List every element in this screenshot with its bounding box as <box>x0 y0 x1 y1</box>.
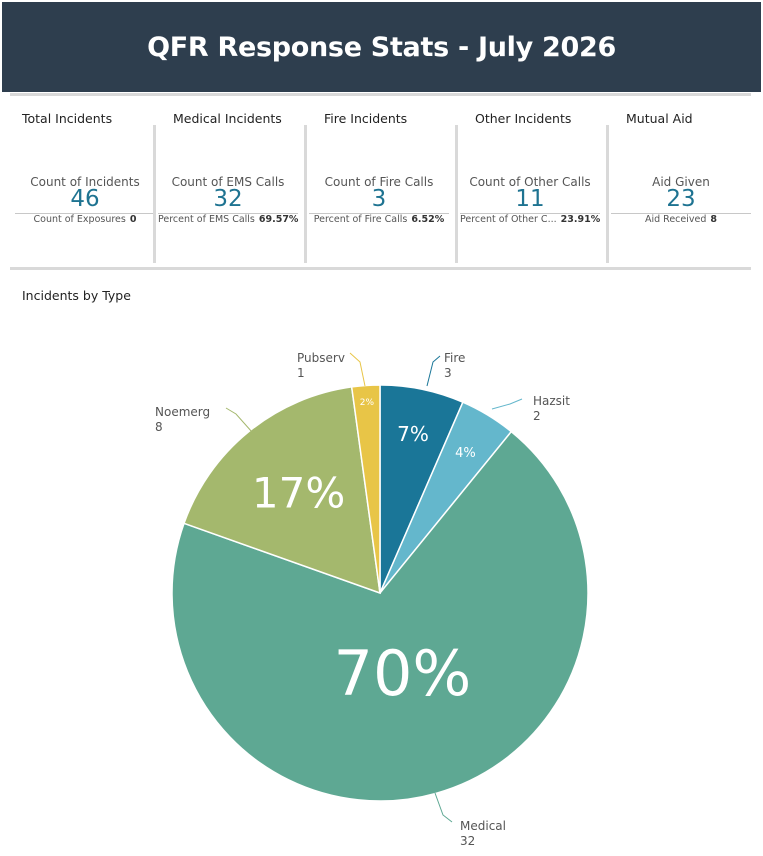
title-bar: QFR Response Stats - July 2026 <box>2 2 761 92</box>
kpi-footer: Count of Exposures 0 <box>15 213 155 231</box>
kpi-footer-value: 8 <box>710 214 718 225</box>
pie-percent-label-hazsit: 4% <box>455 446 476 461</box>
kpi-heading: Total Incidents <box>22 111 113 126</box>
kpi-separator <box>153 125 156 263</box>
kpi-footer-label: Percent of EMS Calls <box>158 214 255 225</box>
kpi-value: 23 <box>666 186 696 212</box>
kpi-footer: Aid Received 8 <box>611 213 751 231</box>
kpi-footer-label: Aid Received <box>644 214 707 225</box>
pie-leader-line-hazsit <box>491 398 523 410</box>
kpi-value: 32 <box>213 186 243 212</box>
pie-category-label-fire: Fire <box>444 351 465 365</box>
pie-leader-line-noemerg <box>225 407 253 433</box>
pie-percent-label-medical: 70% <box>334 637 472 710</box>
kpi-value: 46 <box>70 186 100 212</box>
pie-value-label-medical: 32 <box>460 834 475 848</box>
pie-value-label-fire: 3 <box>444 366 452 380</box>
kpi-separator <box>606 125 609 263</box>
page-title: QFR Response Stats - July 2026 <box>147 31 616 63</box>
kpi-heading: Fire Incidents <box>324 111 408 126</box>
kpi-footer: Percent of EMS Calls 69.57% <box>158 213 298 231</box>
kpi-label: Aid Given <box>652 175 710 189</box>
kpi-separator <box>455 125 458 263</box>
kpi-label: Count of EMS Calls <box>171 175 285 189</box>
kpi-heading: Medical Incidents <box>173 111 282 126</box>
kpi-card-mutual-aid: Mutual Aid Aid Given 23 Aid Received 8 <box>606 100 756 264</box>
kpi-footer-label: Count of Exposures <box>33 214 126 225</box>
pie-category-label-pubserv: Pubserv <box>297 351 345 365</box>
pie-slice-pubserv[interactable] <box>350 384 381 594</box>
kpi-heading: Other Incidents <box>475 111 572 126</box>
kpi-card-medical-incidents: Medical Incidents Count of EMS Calls 32 … <box>153 100 303 264</box>
pie-percent-label-pubserv: 2% <box>360 398 375 408</box>
kpi-card-other-incidents: Other Incidents Count of Other Calls 11 … <box>455 100 605 264</box>
kpi-footer: Percent of Other C... 23.91% <box>460 213 600 231</box>
pie-category-label-hazsit: Hazsit <box>533 394 570 408</box>
pie-category-label-noemerg: Noemerg <box>155 405 210 419</box>
kpi-label: Count of Other Calls <box>469 175 591 189</box>
kpi-footer-value: 6.52% <box>411 214 445 225</box>
kpi-value: 3 <box>371 186 387 212</box>
kpi-footer-value: 23.91% <box>560 214 601 225</box>
kpi-footer-label: Percent of Other C... <box>460 214 557 225</box>
divider-middle <box>10 267 751 270</box>
kpi-footer-value: 69.57% <box>258 214 299 225</box>
kpi-footer: Percent of Fire Calls 6.52% <box>309 213 449 231</box>
kpi-card-total-incidents: Total Incidents Count of Incidents 46 Co… <box>10 100 160 264</box>
pie-value-label-hazsit: 2 <box>533 409 541 423</box>
kpi-heading: Mutual Aid <box>626 111 693 126</box>
kpi-label: Count of Fire Calls <box>324 175 434 189</box>
pie-category-label-medical: Medical <box>460 819 506 833</box>
divider-top <box>10 93 751 96</box>
pie-percent-label-noemerg: 17% <box>252 469 345 518</box>
kpi-separator <box>304 125 307 263</box>
pie-value-label-noemerg: 8 <box>155 420 163 434</box>
chart-section-title: Incidents by Type <box>22 288 131 303</box>
pie-percent-label-fire: 7% <box>397 422 429 446</box>
kpi-footer-label: Percent of Fire Calls <box>313 214 408 225</box>
pie-leader-line-medical <box>434 792 453 823</box>
pie-slice-medical[interactable] <box>171 430 589 802</box>
pie-slice-noemerg[interactable] <box>183 386 381 595</box>
pie-leader-line-pubserv <box>349 352 366 387</box>
kpi-label: Count of Incidents <box>30 175 140 189</box>
kpi-footer-value: 0 <box>129 214 137 225</box>
pie-leader-line-fire <box>426 355 441 387</box>
pie-value-label-pubserv: 1 <box>297 366 305 380</box>
kpi-card-fire-incidents: Fire Incidents Count of Fire Calls 3 Per… <box>304 100 454 264</box>
kpi-value: 11 <box>515 186 545 212</box>
